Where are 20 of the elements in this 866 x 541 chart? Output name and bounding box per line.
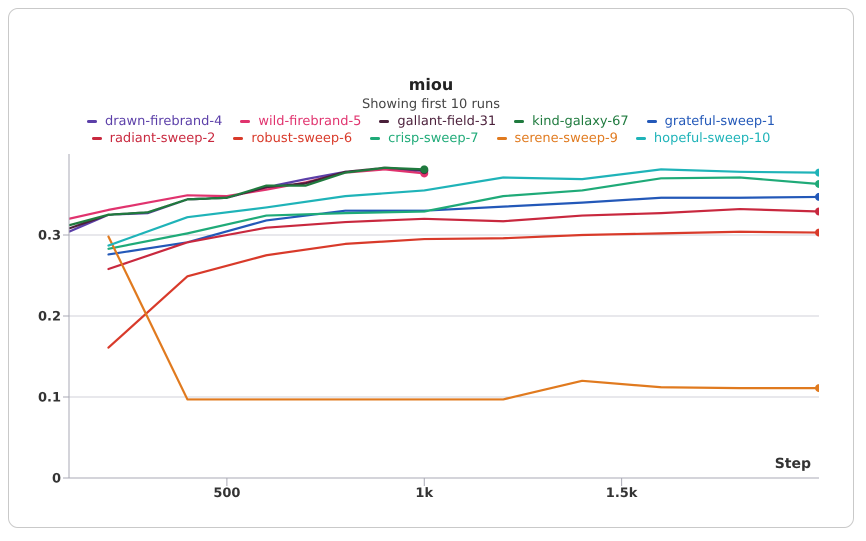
x-tick-label: 1k — [415, 486, 434, 502]
legend-label: hopeful-sweep-10 — [654, 131, 770, 146]
x-tick-label: 500 — [213, 486, 240, 502]
legend-label: drawn-firebrand-4 — [104, 114, 222, 129]
legend-label: wild-firebrand-5 — [258, 114, 362, 129]
y-tick-label: 0.3 — [38, 228, 61, 244]
x-axis-title: Step — [774, 456, 811, 472]
legend-label: robust-sweep-6 — [251, 131, 352, 146]
chart-title: miou — [408, 75, 454, 94]
legend-label: grateful-sweep-1 — [664, 114, 776, 129]
legend-label: kind-galaxy-67 — [532, 114, 629, 129]
legend-label: gallant-field-31 — [397, 114, 496, 129]
y-tick-label: 0 — [52, 472, 61, 487]
legend-label: crisp-sweep-7 — [388, 131, 479, 146]
legend-label: serene-sweep-9 — [514, 131, 618, 146]
chart-subtitle: Showing first 10 runs — [360, 97, 502, 112]
legend-label: radiant-sweep-2 — [110, 131, 216, 146]
y-tick-label: 0.2 — [38, 310, 61, 325]
x-tick-label: 1.5k — [606, 486, 638, 502]
y-tick-label: 0.1 — [38, 390, 61, 406]
